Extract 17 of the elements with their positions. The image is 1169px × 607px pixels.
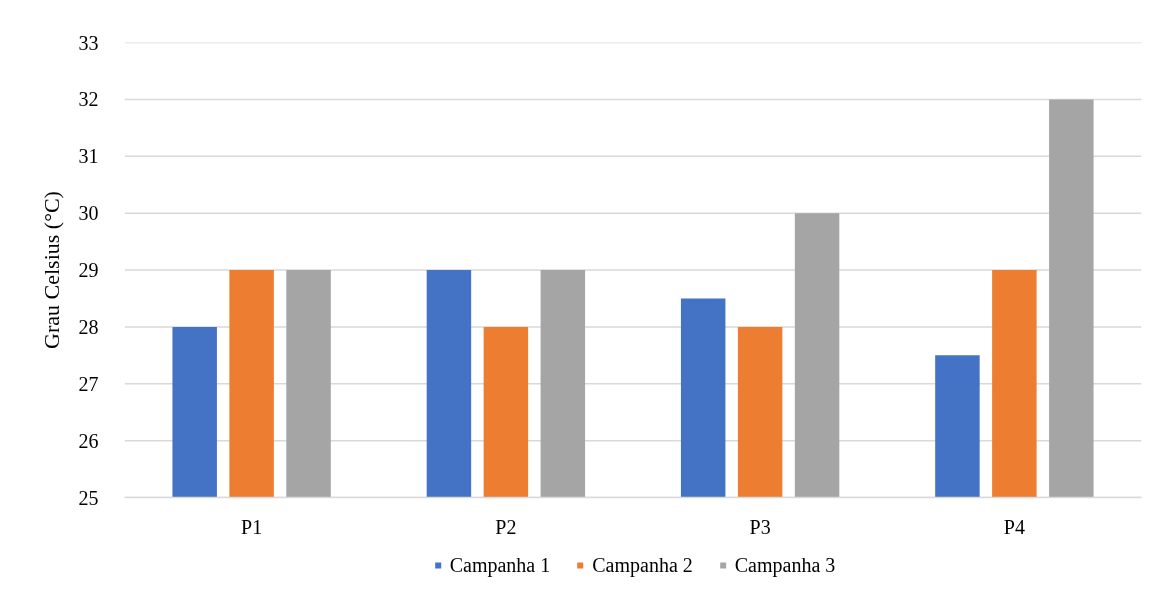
y-tick-label: 31 bbox=[78, 145, 99, 168]
y-tick-label: 26 bbox=[78, 429, 99, 452]
y-tick-label: 27 bbox=[78, 372, 99, 395]
x-tick-label: P1 bbox=[241, 515, 263, 538]
y-axis-title: Grau Celsius (°C) bbox=[38, 191, 64, 349]
legend-label: Campanha 2 bbox=[592, 553, 693, 577]
x-tick-label: P3 bbox=[749, 515, 771, 538]
legend-label: Campanha 3 bbox=[734, 553, 836, 577]
legend-label: Campanha 1 bbox=[449, 553, 551, 577]
y-tick-label: 28 bbox=[78, 315, 99, 338]
y-tick-label: 32 bbox=[78, 88, 99, 111]
y-tick-label: 29 bbox=[78, 259, 99, 281]
y-tick-label: 25 bbox=[78, 486, 99, 509]
y-tick-label: 30 bbox=[78, 202, 99, 225]
y-tick-label: 33 bbox=[78, 31, 99, 54]
x-tick-label: P4 bbox=[1003, 515, 1025, 538]
x-tick-label: P2 bbox=[495, 515, 517, 538]
